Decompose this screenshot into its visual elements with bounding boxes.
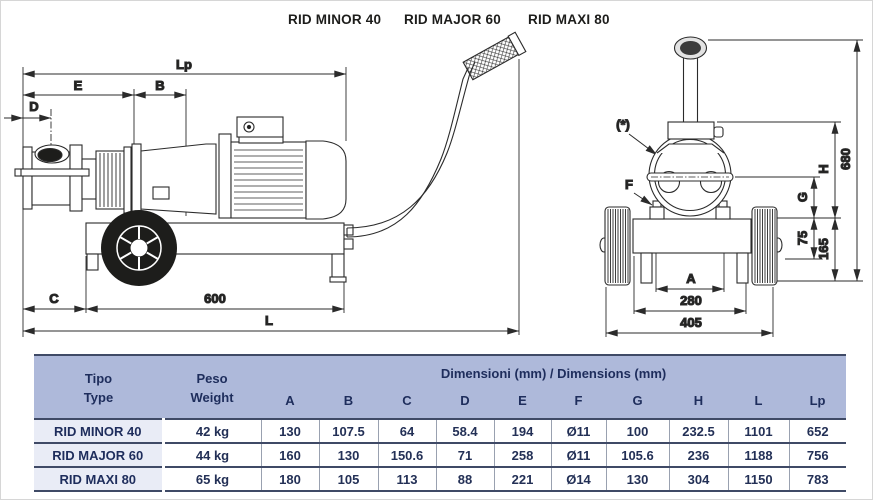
dim-label-lp: Lp [176,57,192,72]
dim-label-l: L [265,313,273,328]
cell-value: 107.5 [318,419,378,443]
cell-value: 160 [260,443,319,467]
col-header-lp: Lp [789,387,847,419]
cell-value: 783 [788,467,847,491]
coupling [95,133,232,219]
dim-label-165: 165 [816,238,831,260]
header-tipo: Tipo [84,371,113,387]
cell-value: 194 [493,419,551,443]
handle-side [346,31,527,238]
cell-value: 304 [668,467,728,491]
header-type: Type [83,390,114,405]
col-header-a: A [261,387,319,419]
dim-label-e: E [74,78,83,93]
col-header-d: D [436,387,494,419]
cell-value: Ø11 [550,419,606,443]
cell-value: 1101 [727,419,789,443]
technical-drawing: Lp E B D C 600 L [4,31,863,337]
model-title-rid-major-60: RID MAJOR 60 [404,12,501,27]
cell-weight: 65 kg [161,467,261,491]
cell-type: RID MINOR 40 [34,419,163,443]
cell-value: 130 [605,467,669,491]
dim-label-d: D [29,99,38,114]
handle-front [673,36,708,122]
handle-grip [462,36,520,81]
cell-value: Ø14 [550,467,606,491]
cell-value: 88 [435,467,494,491]
dim-label-405: 405 [680,315,702,330]
frame-front [632,218,752,284]
col-header-h: H [669,387,728,419]
cell-type: RID MAJOR 60 [34,443,163,467]
dim-label-280: 280 [680,293,702,308]
dim-label-g: G [795,192,810,202]
table-row-rid-minor-40: RID MINOR 40 42 kg 130 107.5 64 58.4 194… [34,419,847,443]
dim-label-h: H [816,164,831,173]
motor [230,116,347,220]
cell-value: 1188 [727,443,789,467]
pump-head [14,144,97,212]
cell-weight: 42 kg [161,419,261,443]
col-header-f: F [551,387,606,419]
note-star-label: (*) [616,117,630,132]
cell-value: Ø11 [550,443,606,467]
cell-value: 150.6 [377,443,436,467]
cell-value: 58.4 [435,419,494,443]
cell-value: 180 [260,467,319,491]
cell-value: 130 [260,419,319,443]
table-row-rid-maxi-80: RID MAXI 80 65 kg 180 105 113 88 221 Ø14… [34,467,847,491]
cell-value: 105.6 [605,443,669,467]
dimensions-table: Tipo Type Peso Weight Dimensioni (mm) / … [34,354,847,492]
wheels-front [599,206,783,286]
cell-value: 232.5 [668,419,728,443]
col-header-e: E [494,387,551,419]
cell-value: 130 [318,443,378,467]
header-weight: Weight [190,390,234,405]
wheel-side [101,210,177,286]
cell-value: 652 [788,419,847,443]
dim-label-75: 75 [795,231,810,245]
cell-value: 105 [318,467,378,491]
dim-label-b: B [155,78,164,93]
col-header-dimensions: Dimensioni (mm) / Dimensions (mm) [261,355,847,387]
dim-label-680: 680 [838,148,853,170]
dim-label-600: 600 [204,291,226,306]
dim-label-a: A [686,271,696,286]
cell-value: 236 [668,443,728,467]
model-title-rid-minor-40: RID MINOR 40 [288,12,382,27]
front-view-drawing: 680 H 165 G 75 A 280 405 (*) F [599,36,863,337]
table-row-rid-major-60: RID MAJOR 60 44 kg 160 130 150.6 71 258 … [34,443,847,467]
cell-value: 71 [435,443,494,467]
col-header-weight: Peso Weight [163,355,261,419]
cell-value: 221 [493,467,551,491]
col-header-c: C [378,387,436,419]
model-title-rid-maxi-80: RID MAXI 80 [528,12,610,27]
cell-value: 100 [605,419,669,443]
dim-label-c: C [49,291,59,306]
side-view-drawing: Lp E B D C 600 L [4,31,527,337]
cell-type: RID MAXI 80 [34,467,163,491]
cell-value: 756 [788,443,847,467]
pump-body-front [646,121,734,220]
col-header-b: B [319,387,378,419]
col-header-g: G [606,387,669,419]
dim-label-f: F [625,177,633,192]
cell-weight: 44 kg [161,443,261,467]
cell-value: 258 [493,443,551,467]
cell-value: 113 [377,467,436,491]
cell-value: 64 [377,419,436,443]
col-header-l: L [728,387,789,419]
cell-value: 1150 [727,467,789,491]
header-peso: Peso [196,371,228,387]
col-header-type: Tipo Type [34,355,163,419]
